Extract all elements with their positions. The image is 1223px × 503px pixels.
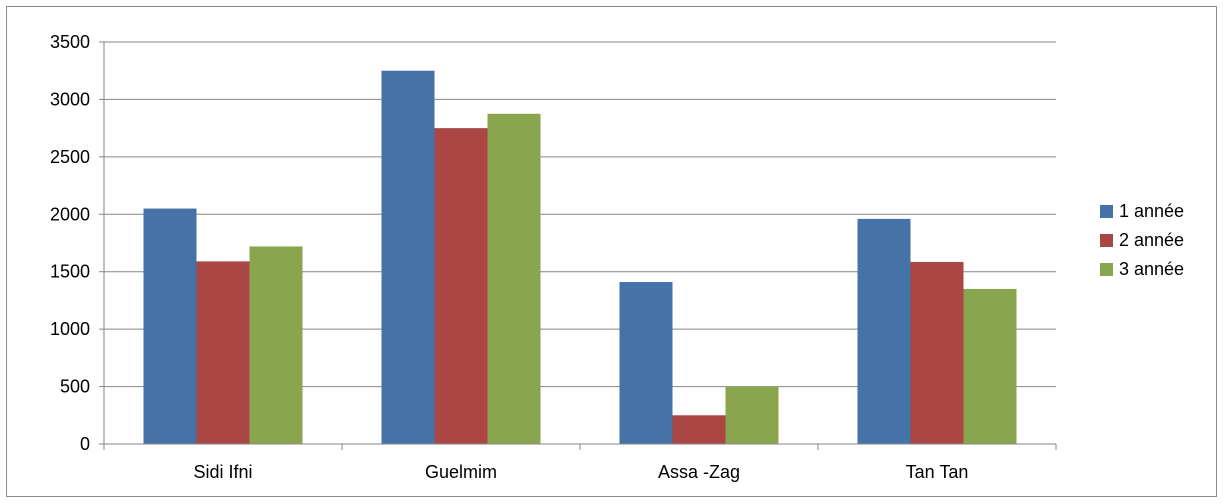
legend-label: 3 année [1119, 259, 1184, 279]
bar-3-0 [857, 218, 911, 444]
y-tick-label: 500 [60, 377, 90, 397]
chart-frame: 0 500 1000 1500 2000 2500 3000 3500 Sidi Ifni Gue… [6, 6, 1217, 497]
x-tick-label: Tan Tan [906, 462, 969, 482]
bar-0-1 [196, 261, 250, 444]
x-tick-label: Guelmim [425, 462, 497, 482]
bar-3-2 [963, 288, 1017, 444]
axes: 0 500 1000 1500 2000 2500 3000 3500 Sidi Ifni Gue… [50, 32, 1057, 482]
bar-1-1 [434, 128, 488, 444]
bar-2-0 [619, 282, 673, 444]
bar-2-2 [725, 386, 779, 444]
x-tick-label: Assa -Zag [658, 462, 740, 482]
legend-label: 1 année [1119, 201, 1184, 221]
y-tick-label: 0 [80, 434, 90, 454]
bar-0-2 [249, 246, 303, 444]
y-tick-label: 2000 [50, 204, 90, 224]
legend: 1 année 2 année 3 année [1100, 201, 1184, 279]
bar-1-0 [381, 70, 435, 444]
y-tick-label: 3500 [50, 32, 90, 52]
y-tick-label: 3000 [50, 89, 90, 109]
bars [143, 70, 1017, 445]
bar-3-1 [910, 261, 964, 444]
x-tick-label: Sidi Ifni [193, 462, 252, 482]
y-tick-label: 2500 [50, 147, 90, 167]
legend-label: 2 année [1119, 230, 1184, 250]
y-tick-label: 1000 [50, 319, 90, 339]
bar-2-1 [672, 415, 726, 444]
bar-chart: 0 500 1000 1500 2000 2500 3000 3500 Sidi Ifni Gue… [50, 32, 1184, 482]
bar-0-0 [143, 208, 197, 444]
legend-swatch [1100, 234, 1113, 247]
legend-swatch [1100, 205, 1113, 218]
legend-swatch [1100, 263, 1113, 276]
y-tick-label: 1500 [50, 262, 90, 282]
bar-1-2 [487, 113, 541, 445]
